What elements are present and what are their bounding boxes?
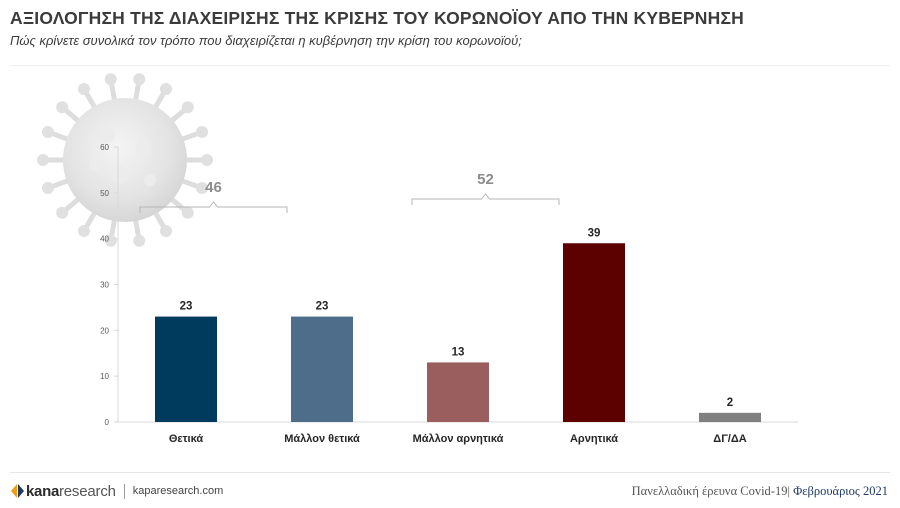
x-tick-label: Μάλλον θετικά bbox=[284, 433, 360, 445]
website-link[interactable]: kaparesearch.com bbox=[132, 485, 224, 497]
y-tick-label: 40 bbox=[100, 235, 109, 244]
x-tick-label: ΔΓ/ΔΑ bbox=[713, 433, 746, 445]
x-tick-label: Θετικά bbox=[169, 433, 204, 445]
group-bracket bbox=[411, 193, 560, 205]
survey-name: Πανελλαδική έρευνα Covid-19| bbox=[631, 484, 790, 498]
y-tick-label: 0 bbox=[105, 418, 110, 427]
bar bbox=[291, 316, 353, 422]
footer-divider bbox=[10, 472, 890, 473]
footer-brand: kana research kaparesearch.com bbox=[10, 481, 223, 501]
page-title: ΑΞΙΟΛΟΓΗΣΗ ΤΗΣ ΔΙΑΧΕΙΡΙΣΗΣ ΤΗΣ ΚΡΙΣΗΣ ΤΟ… bbox=[10, 8, 744, 28]
bar bbox=[699, 412, 761, 422]
survey-date: Φεβρουάριος 2021 bbox=[789, 484, 888, 498]
y-tick-label: 60 bbox=[100, 143, 109, 152]
footer-separator bbox=[123, 483, 125, 499]
bar-value-label: 23 bbox=[316, 301, 329, 313]
brand-name-bold: kana bbox=[26, 482, 59, 500]
group-total-label: 46 bbox=[205, 179, 222, 196]
footer-survey-info: Πανελλαδική έρευνα Covid-19| Φεβρουάριος… bbox=[632, 484, 888, 499]
y-tick-label: 30 bbox=[100, 281, 109, 290]
y-tick-label: 20 bbox=[100, 326, 109, 335]
y-tick-label: 50 bbox=[100, 189, 109, 198]
bar-value-label: 39 bbox=[588, 227, 601, 239]
brand-name-light: research bbox=[59, 482, 116, 500]
kapa-logo-icon bbox=[11, 484, 24, 498]
question-subtitle: Πώς κρίνετε συνολικά τον τρόπο που διαχε… bbox=[10, 33, 522, 48]
y-tick-label: 10 bbox=[100, 372, 109, 381]
group-total-label: 52 bbox=[477, 171, 494, 188]
bar-value-label: 2 bbox=[727, 397, 733, 409]
bar bbox=[155, 316, 217, 422]
bar-value-label: 13 bbox=[452, 346, 465, 358]
coronavirus-watermark-icon bbox=[37, 73, 213, 247]
group-bracket bbox=[139, 201, 288, 213]
bar bbox=[427, 362, 489, 422]
x-tick-label: Μάλλον αρνητικά bbox=[413, 433, 504, 445]
header-divider bbox=[10, 65, 890, 66]
x-tick-label: Αρνητικά bbox=[570, 433, 618, 445]
bar-value-label: 23 bbox=[180, 301, 193, 313]
bar bbox=[563, 243, 625, 422]
